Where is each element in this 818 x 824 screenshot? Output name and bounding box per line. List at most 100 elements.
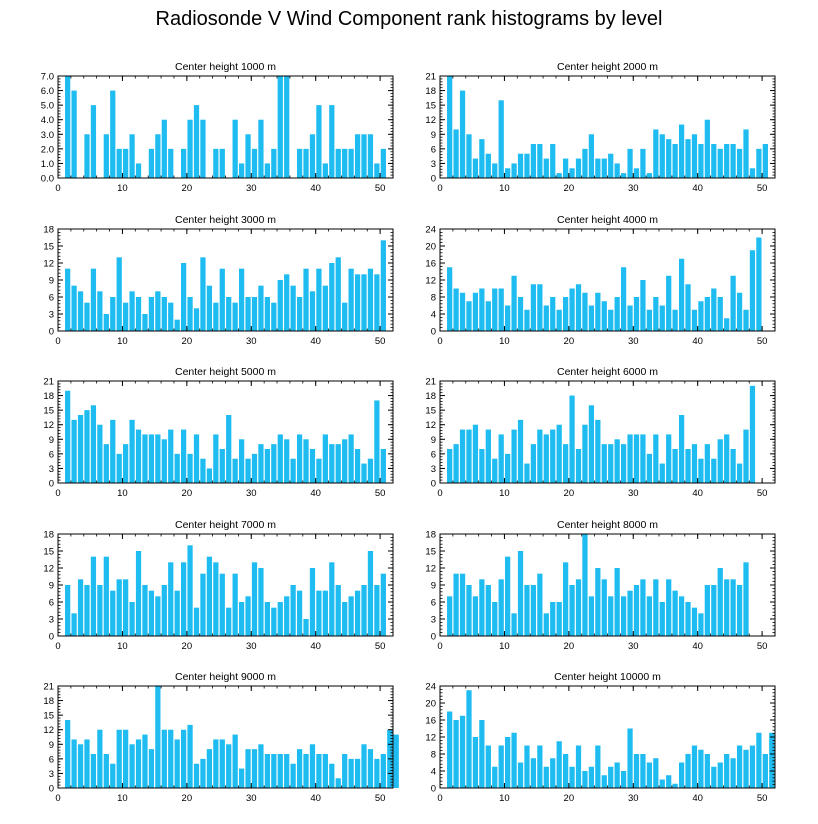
bar xyxy=(685,754,691,788)
bar xyxy=(181,729,187,788)
bar xyxy=(226,607,232,636)
x-tick-label: 10 xyxy=(117,183,128,194)
bar xyxy=(238,439,245,483)
bar xyxy=(524,309,530,331)
bar xyxy=(633,168,640,178)
y-tick-label: 15 xyxy=(43,242,54,253)
y-tick-label: 12 xyxy=(43,420,54,431)
bar xyxy=(492,458,498,483)
y-tick-label: 0 xyxy=(49,327,54,338)
bar xyxy=(380,449,386,483)
bar xyxy=(148,434,155,483)
bar xyxy=(161,585,167,636)
bar xyxy=(251,297,258,331)
bar xyxy=(251,148,258,178)
x-tick-label: 40 xyxy=(692,336,703,347)
bar xyxy=(563,297,569,331)
y-tick-label: 12 xyxy=(43,564,54,575)
bar xyxy=(666,275,672,331)
bar xyxy=(678,596,685,636)
bar xyxy=(472,737,479,788)
bar xyxy=(698,613,704,636)
bar xyxy=(543,305,549,331)
y-tick-label: 8 xyxy=(431,293,436,304)
y-tick-label: 15 xyxy=(43,406,54,417)
bar xyxy=(627,590,633,636)
bar xyxy=(361,463,367,483)
bar xyxy=(511,732,517,788)
y-tick-label: 3 xyxy=(49,769,54,780)
bar xyxy=(698,749,704,788)
bar xyxy=(678,124,685,178)
y-tick-label: 3 xyxy=(431,615,436,626)
bar xyxy=(563,562,569,636)
bar xyxy=(374,585,380,636)
bar xyxy=(479,579,485,636)
bar xyxy=(575,284,582,331)
x-tick-label: 0 xyxy=(437,183,442,194)
panel-title: Center height 9000 m xyxy=(175,671,276,683)
bar xyxy=(505,556,511,636)
bar xyxy=(142,585,148,636)
bar xyxy=(530,758,537,788)
bar xyxy=(245,749,251,788)
bar xyxy=(155,291,161,331)
y-tick-label: 3 xyxy=(49,310,54,321)
bar xyxy=(479,449,485,483)
bar xyxy=(174,590,180,636)
bar xyxy=(466,301,472,331)
bar xyxy=(595,745,601,788)
x-tick-label: 30 xyxy=(628,183,639,194)
bar xyxy=(335,778,341,788)
bar xyxy=(187,545,193,636)
y-tick-label: 15 xyxy=(43,547,54,558)
bar xyxy=(640,280,646,331)
bar xyxy=(271,754,277,788)
x-tick-label: 0 xyxy=(55,793,60,804)
bar xyxy=(505,737,511,788)
bar xyxy=(232,573,238,636)
bar xyxy=(646,173,652,178)
bar xyxy=(251,749,258,788)
x-tick-label: 0 xyxy=(437,793,442,804)
bar xyxy=(659,463,665,483)
x-tick-label: 20 xyxy=(182,793,193,804)
x-tick-label: 40 xyxy=(310,336,321,347)
bar xyxy=(698,458,704,483)
bar xyxy=(116,453,122,483)
bar xyxy=(543,158,549,178)
bar xyxy=(717,148,723,178)
bar xyxy=(322,163,328,178)
bar xyxy=(511,613,517,636)
x-tick-label: 10 xyxy=(117,488,128,499)
bar xyxy=(530,284,537,331)
bar xyxy=(730,144,736,178)
bar xyxy=(123,148,129,178)
bar xyxy=(213,148,219,178)
bar xyxy=(193,308,200,331)
bar xyxy=(517,297,524,331)
bar xyxy=(335,257,341,331)
bar xyxy=(103,556,109,636)
bar xyxy=(459,429,466,483)
bar xyxy=(264,449,270,483)
bar xyxy=(749,745,756,788)
bar xyxy=(653,579,659,636)
bar xyxy=(620,771,627,788)
bar xyxy=(672,144,678,178)
x-tick-label: 50 xyxy=(375,183,386,194)
bar xyxy=(447,449,453,483)
bar xyxy=(174,319,180,331)
bar xyxy=(129,291,135,331)
bar xyxy=(595,568,601,636)
bar xyxy=(756,148,762,178)
bar xyxy=(447,267,453,331)
bar xyxy=(601,775,607,788)
bar xyxy=(601,158,607,178)
bar xyxy=(646,309,652,331)
bar xyxy=(181,429,187,483)
y-tick-label: 21 xyxy=(43,682,54,693)
bar xyxy=(290,285,296,331)
panel-title: Center height 2000 m xyxy=(557,61,658,73)
bar xyxy=(537,429,543,483)
